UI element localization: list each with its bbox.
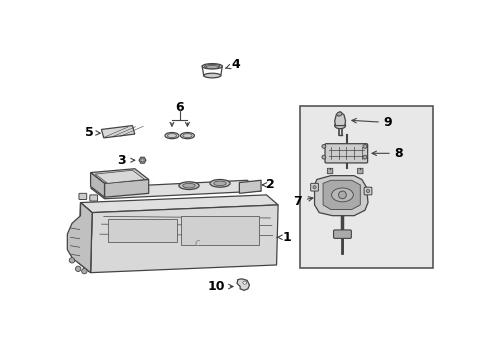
Polygon shape [90, 172, 104, 197]
Text: 4: 4 [225, 58, 240, 71]
Ellipse shape [243, 281, 246, 284]
Ellipse shape [209, 180, 230, 187]
FancyBboxPatch shape [333, 230, 351, 238]
Text: 2: 2 [262, 178, 274, 192]
Circle shape [312, 186, 315, 189]
Polygon shape [323, 180, 360, 210]
Polygon shape [334, 112, 345, 126]
Polygon shape [90, 169, 148, 183]
FancyBboxPatch shape [325, 144, 367, 163]
Text: 7: 7 [292, 194, 312, 208]
Ellipse shape [203, 73, 220, 78]
Circle shape [75, 266, 81, 271]
Circle shape [362, 155, 366, 159]
Polygon shape [104, 180, 148, 197]
Circle shape [321, 155, 325, 159]
Text: 10: 10 [207, 280, 233, 293]
Polygon shape [67, 203, 92, 273]
Ellipse shape [202, 64, 222, 69]
Bar [299, 106, 432, 268]
Polygon shape [90, 205, 278, 273]
Polygon shape [81, 195, 278, 213]
Ellipse shape [183, 183, 195, 188]
Polygon shape [181, 216, 258, 245]
Circle shape [321, 144, 325, 148]
Ellipse shape [331, 188, 352, 202]
Circle shape [338, 191, 346, 199]
Ellipse shape [183, 134, 192, 138]
Text: c: c [194, 238, 199, 248]
Circle shape [141, 159, 144, 162]
Text: 8: 8 [371, 147, 403, 160]
FancyBboxPatch shape [310, 183, 318, 191]
Text: 6: 6 [175, 100, 183, 114]
FancyBboxPatch shape [364, 187, 371, 195]
Polygon shape [95, 170, 144, 183]
Circle shape [69, 258, 75, 263]
Ellipse shape [213, 181, 226, 186]
FancyBboxPatch shape [326, 168, 332, 174]
Polygon shape [78, 203, 92, 273]
FancyBboxPatch shape [357, 168, 362, 174]
Polygon shape [107, 219, 177, 242]
Ellipse shape [204, 64, 220, 68]
Ellipse shape [180, 132, 194, 139]
Text: 5: 5 [84, 126, 100, 139]
Ellipse shape [205, 66, 219, 69]
Polygon shape [314, 176, 367, 216]
Ellipse shape [164, 132, 179, 139]
Circle shape [81, 269, 87, 274]
Circle shape [362, 144, 366, 148]
Ellipse shape [167, 134, 176, 138]
Text: 1: 1 [277, 231, 291, 244]
Ellipse shape [179, 182, 199, 189]
Circle shape [366, 189, 369, 193]
Ellipse shape [334, 122, 345, 129]
Polygon shape [101, 126, 135, 138]
Polygon shape [90, 180, 261, 199]
FancyBboxPatch shape [79, 193, 86, 199]
Text: 3: 3 [117, 154, 125, 167]
Ellipse shape [336, 112, 341, 116]
Polygon shape [237, 279, 249, 291]
Polygon shape [239, 180, 261, 193]
FancyBboxPatch shape [90, 195, 97, 201]
Text: 9: 9 [351, 116, 392, 129]
